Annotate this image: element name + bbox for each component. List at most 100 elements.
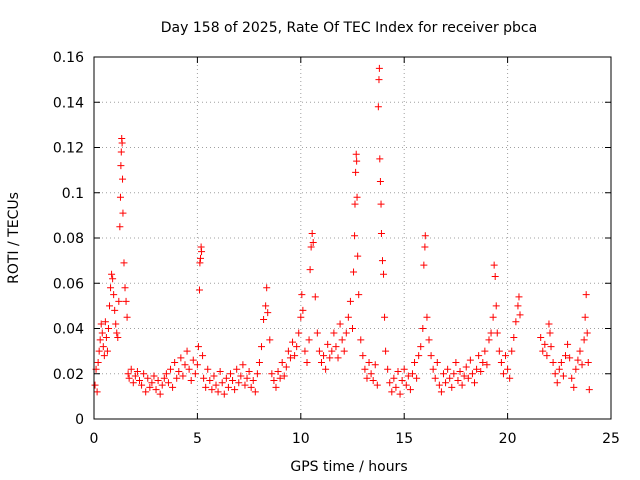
data-point xyxy=(305,336,313,344)
y-tick-label: 0.14 xyxy=(53,95,84,111)
data-point xyxy=(278,358,286,366)
data-points xyxy=(91,64,593,398)
data-point xyxy=(425,336,433,344)
data-point xyxy=(537,334,545,342)
data-point xyxy=(169,383,177,391)
data-point xyxy=(109,275,117,283)
data-point xyxy=(237,372,245,380)
data-point xyxy=(99,343,107,351)
x-axis-ticks: 0 5 10 15 20 25 xyxy=(90,57,620,447)
chart-title: Day 158 of 2025, Rate Of TEC Index for r… xyxy=(161,20,537,36)
data-point xyxy=(581,313,589,321)
data-point xyxy=(570,383,578,391)
data-point xyxy=(110,291,118,299)
data-point xyxy=(384,365,392,373)
data-point xyxy=(456,367,464,375)
data-point xyxy=(313,329,321,337)
data-point xyxy=(291,352,299,360)
data-point xyxy=(262,302,270,310)
data-point xyxy=(116,193,124,201)
data-point xyxy=(194,343,202,351)
data-point xyxy=(268,370,276,378)
data-point xyxy=(197,254,205,262)
data-point xyxy=(373,381,381,389)
data-point xyxy=(555,365,563,373)
data-point xyxy=(183,347,191,355)
data-point xyxy=(481,347,489,355)
data-point xyxy=(187,377,195,385)
data-point xyxy=(247,383,255,391)
data-point xyxy=(202,383,210,391)
data-point xyxy=(212,381,220,389)
y-axis-ticks: 0 0.02 0.04 0.06 0.08 0.1 0.12 0.14 0.16 xyxy=(53,50,611,428)
plot-frame xyxy=(93,56,612,420)
data-point xyxy=(578,361,586,369)
data-point xyxy=(286,354,294,362)
data-point xyxy=(390,374,398,382)
data-point xyxy=(191,370,199,378)
data-point xyxy=(127,365,135,373)
data-point xyxy=(559,372,567,380)
data-point xyxy=(226,370,234,378)
data-point xyxy=(104,325,112,332)
data-point xyxy=(108,270,116,278)
data-point xyxy=(344,313,352,321)
y-axis-label: ROTI / TECUs xyxy=(6,192,22,284)
x-tick-label: 25 xyxy=(602,431,620,447)
y-tick-label: 0.02 xyxy=(53,367,84,383)
data-point xyxy=(148,379,156,387)
data-point xyxy=(442,379,450,387)
data-point xyxy=(490,261,498,269)
x-tick-label: 10 xyxy=(292,431,310,447)
data-point xyxy=(282,363,290,371)
data-point xyxy=(167,365,175,373)
data-point xyxy=(171,358,179,366)
data-point xyxy=(138,381,146,389)
data-point xyxy=(568,374,576,382)
data-point xyxy=(249,377,257,385)
data-point xyxy=(464,374,472,382)
data-point xyxy=(404,372,412,380)
data-point xyxy=(483,361,491,369)
data-point xyxy=(365,358,373,366)
data-point xyxy=(444,365,452,373)
data-point xyxy=(131,372,139,380)
data-point xyxy=(177,354,185,362)
data-point xyxy=(454,377,462,385)
data-point xyxy=(231,386,239,394)
data-point xyxy=(462,363,470,371)
data-point xyxy=(512,318,520,326)
data-point xyxy=(307,243,315,251)
data-point xyxy=(583,329,591,337)
data-point xyxy=(351,200,359,208)
data-point xyxy=(411,358,419,366)
data-point xyxy=(235,379,243,387)
data-point xyxy=(564,340,572,348)
data-point xyxy=(549,358,557,366)
data-point xyxy=(435,381,443,389)
data-point xyxy=(293,343,301,351)
data-point xyxy=(328,347,336,355)
data-point xyxy=(396,390,404,398)
data-point xyxy=(206,377,214,385)
data-point xyxy=(375,64,383,72)
data-point xyxy=(460,372,468,380)
data-point xyxy=(376,155,384,163)
data-point xyxy=(102,334,110,342)
data-point xyxy=(352,168,360,176)
data-point xyxy=(306,266,314,274)
data-point xyxy=(162,370,170,378)
data-point xyxy=(485,336,493,344)
data-point xyxy=(491,272,499,280)
data-point xyxy=(427,352,435,360)
data-point xyxy=(135,377,143,385)
data-point xyxy=(118,139,126,147)
data-point xyxy=(112,320,120,328)
data-point xyxy=(580,336,588,344)
data-point xyxy=(94,358,102,366)
data-point xyxy=(195,286,203,294)
data-point xyxy=(133,367,141,375)
data-point xyxy=(303,358,311,366)
data-point xyxy=(284,347,292,355)
data-point xyxy=(330,329,338,337)
